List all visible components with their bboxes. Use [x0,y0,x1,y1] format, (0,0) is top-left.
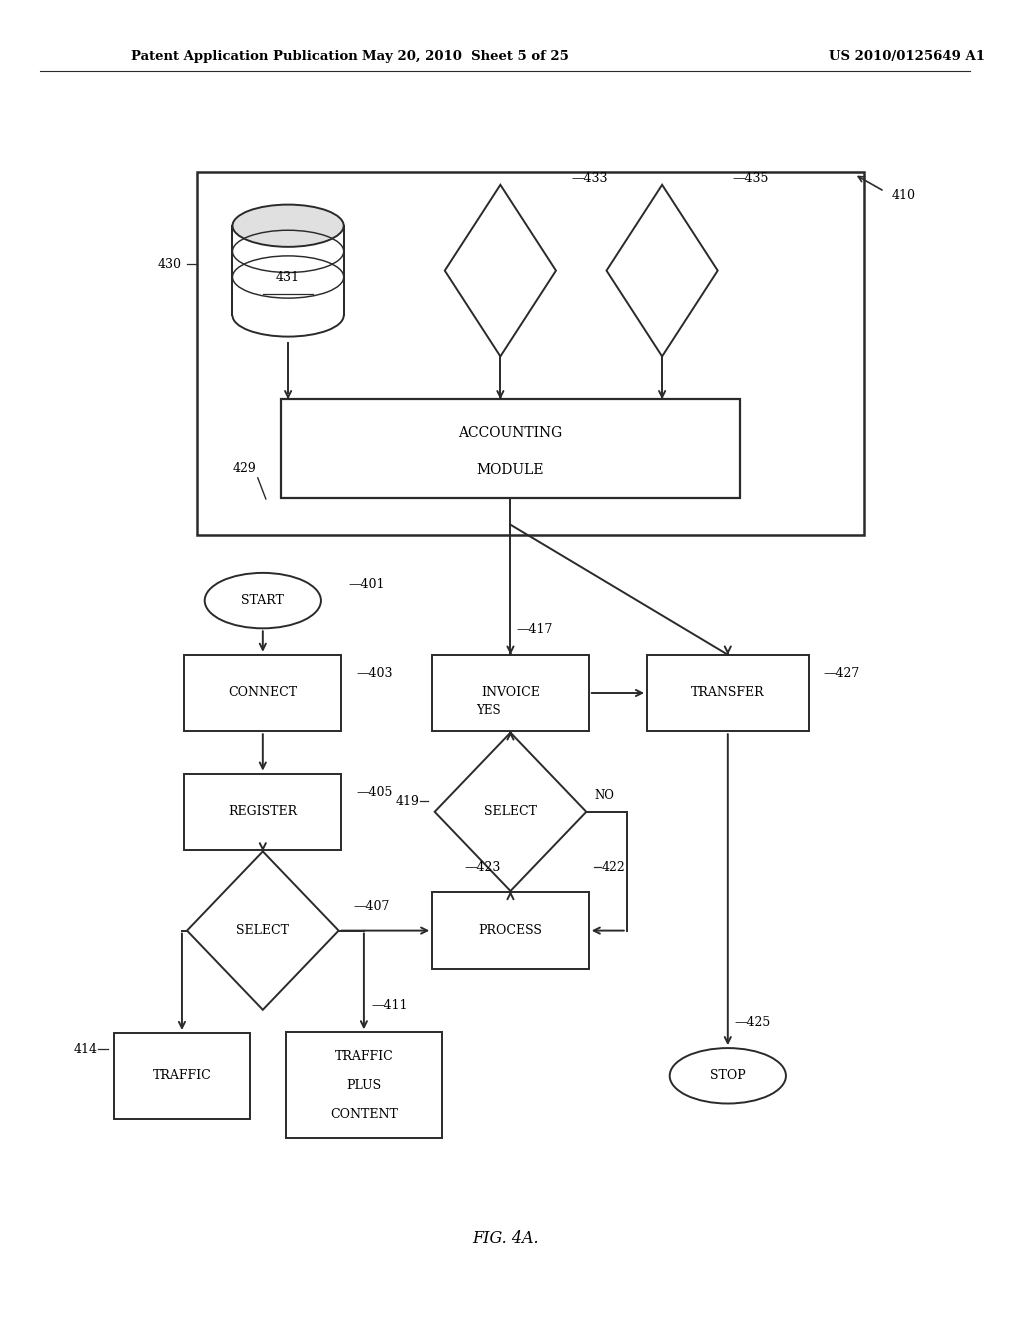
Text: 431: 431 [276,271,300,284]
Text: CONNECT: CONNECT [228,686,297,700]
Text: STOP: STOP [710,1069,745,1082]
FancyBboxPatch shape [286,1032,442,1138]
Text: —423: —423 [464,861,501,874]
Text: —407: —407 [354,900,390,913]
Text: 430: 430 [158,257,182,271]
FancyBboxPatch shape [432,892,589,969]
Text: May 20, 2010  Sheet 5 of 25: May 20, 2010 Sheet 5 of 25 [361,50,568,63]
Polygon shape [187,851,339,1010]
Polygon shape [444,185,556,356]
Text: US 2010/0125649 A1: US 2010/0125649 A1 [828,50,985,63]
FancyBboxPatch shape [432,655,589,731]
FancyBboxPatch shape [232,226,344,315]
Text: START: START [242,594,285,607]
Text: 414: 414 [74,1043,98,1056]
Text: —401: —401 [349,578,385,591]
FancyBboxPatch shape [114,1032,250,1119]
Text: —427: —427 [824,667,860,680]
Text: REGISTER: REGISTER [228,805,297,818]
Text: 410: 410 [892,189,915,202]
Polygon shape [434,733,587,891]
Text: SELECT: SELECT [484,805,537,818]
Text: NO: NO [594,789,614,803]
Text: MODULE: MODULE [477,463,544,477]
Text: —435: —435 [733,172,769,185]
Text: —417: —417 [516,623,553,636]
Text: TRANSFER: TRANSFER [691,686,765,700]
Ellipse shape [205,573,321,628]
Text: —405: —405 [356,785,393,799]
Text: ACCOUNTING: ACCOUNTING [459,426,562,440]
Text: PROCESS: PROCESS [478,924,543,937]
FancyBboxPatch shape [184,655,341,731]
FancyBboxPatch shape [184,774,341,850]
Polygon shape [606,185,718,356]
Text: PLUS: PLUS [346,1078,382,1092]
FancyBboxPatch shape [281,399,740,498]
Text: CONTENT: CONTENT [330,1107,398,1121]
Text: TRAFFIC: TRAFFIC [153,1069,211,1082]
Text: SELECT: SELECT [237,924,290,937]
Text: 429: 429 [232,462,256,475]
Text: TRAFFIC: TRAFFIC [335,1049,393,1063]
Text: 419: 419 [395,795,420,808]
Text: 422: 422 [601,861,626,874]
Text: —433: —433 [571,172,607,185]
Text: INVOICE: INVOICE [481,686,540,700]
Text: YES: YES [476,704,501,717]
Text: FIG. 4A.: FIG. 4A. [472,1230,539,1246]
Text: —403: —403 [356,667,393,680]
FancyBboxPatch shape [647,655,809,731]
Ellipse shape [232,205,344,247]
Text: —425: —425 [735,1016,771,1030]
Text: —411: —411 [371,999,408,1012]
Ellipse shape [670,1048,786,1104]
Text: Patent Application Publication: Patent Application Publication [131,50,358,63]
FancyBboxPatch shape [197,172,864,535]
